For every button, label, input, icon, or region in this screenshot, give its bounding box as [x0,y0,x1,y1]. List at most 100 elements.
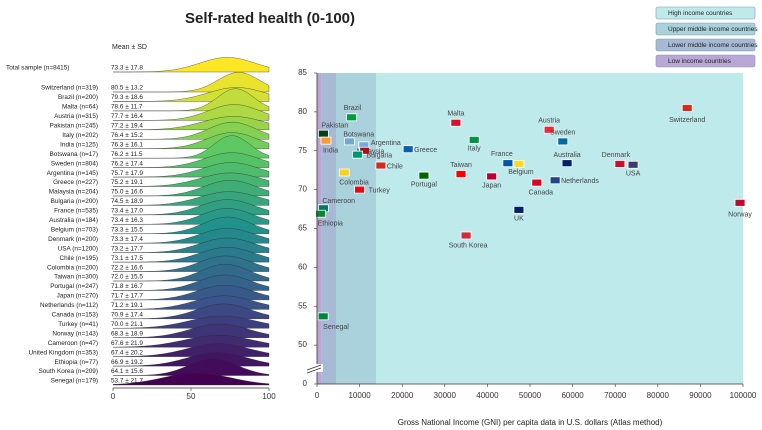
row-stat: 76.2 ± 11.5 [111,151,143,158]
country-label: Botswana [343,131,374,138]
row-label: Belgium (n=703) [51,226,98,233]
flag [402,145,414,154]
row-label: Argentina (n=145) [47,170,98,177]
country-label: Bulgaria [366,152,392,159]
row-stat: 53.7 ± 21.7 [111,378,143,385]
axis-break [306,364,322,371]
country-label: Japan [482,182,501,189]
row-label: India (n=125) [60,141,98,148]
x-tick-label: 10000 [348,391,371,400]
row-label: Turkey (n=41) [58,321,98,328]
flag [513,205,525,214]
flag [320,136,332,145]
legend-label: Upper middle income countries [668,26,758,33]
row-label: Switzerland (n=319) [41,85,98,92]
income-band [375,73,743,384]
ridge [112,323,270,338]
row-label: Total sample (n=8415) [6,65,69,72]
flag [346,113,357,122]
x-tick-label: 20000 [391,391,414,400]
row-label: Norway (n=143) [52,330,98,337]
country-label: Denmark [602,152,631,159]
country-label: Canada [529,189,554,196]
row-label: France (n=535) [54,208,98,215]
x-tick-label: 30000 [434,391,457,400]
y-tick-label: 50 [298,340,307,349]
x-axis-title: Gross National Income (GNI) per capita d… [398,418,663,427]
legend-box [655,38,756,52]
legend-box [655,22,756,36]
row-stat: 77.2 ± 19.4 [111,122,143,129]
row-stat: 72.0 ± 15.5 [111,274,143,281]
country-label: UK [514,216,524,223]
row-stat: 75.7 ± 17.9 [111,170,143,177]
flag [343,137,355,146]
row-label: Ethiopia (n=77) [54,359,98,366]
income-band [321,73,337,384]
country-label: Argentina [371,140,401,147]
y-tick-label: 70 [298,185,307,194]
flag [317,312,329,321]
income-band [336,73,376,384]
ridge [112,372,270,386]
x-tick-label: 90000 [689,391,712,400]
ridges [112,57,270,386]
flag [352,150,363,159]
row-label: Malta (n=64) [62,104,98,111]
ridge-tick-label: 50 [187,392,196,401]
country-label: Taiwan [450,162,472,169]
flag [450,118,462,127]
country-label: France [491,151,513,158]
country-label: Cameroon [322,198,355,205]
country-label: South Korea [449,242,488,249]
country-label: USA [626,171,641,178]
flag [614,160,626,168]
income-band [317,73,322,384]
row-stat: 67.4 ± 20.2 [111,349,143,356]
legend-label: Lower middle income countries [668,42,758,49]
row-label: South Korea (n=209) [38,368,98,375]
legend-label: High income countries [668,10,733,17]
row-stat: 71.8 ± 16.7 [111,283,143,290]
ridge [112,135,270,159]
ridge [112,358,270,376]
country-label: Chile [387,163,403,170]
row-label: Netherlands (n=112) [40,302,98,309]
x-tick-label: 60000 [561,391,584,400]
row-stat: 71.2 ± 19.1 [111,302,143,309]
row-label: USA (n=1200) [58,245,98,252]
row-stat: 73.4 ± 17.0 [111,208,143,215]
row-label: Canada (n=153) [52,312,98,319]
x-tick-label: 50000 [519,391,542,400]
country-label: Belgium [508,169,533,176]
y-tick-label: 85 [298,68,307,77]
row-stat: 75.0 ± 16.6 [111,189,143,196]
row-label: Chile (n=195) [59,255,98,262]
country-label: Pakistan [321,122,348,129]
row-label: Taiwan (n=300) [54,274,98,281]
row-stat: 73.1 ± 17.5 [111,255,143,262]
row-label: Japan (n=270) [57,293,98,300]
bands [317,73,743,384]
y-tick-label: 55 [298,301,307,310]
row-stat: 68.3 ± 18.9 [111,330,143,337]
flag [317,129,329,138]
country-label: Netherlands [561,178,599,185]
legend-box [655,54,756,68]
row-stat: 71.7 ± 17.7 [111,293,143,300]
flag [455,170,467,178]
country-label: Malaysia [357,149,385,156]
row-label: Colombia (n=200) [47,264,98,271]
chart-title: Self-rated health (0-100) [185,10,355,27]
row-stat: 66.9 ± 19.2 [111,359,143,366]
country-label: Greece [414,147,437,154]
row-label: United Kingdom (n=353) [29,349,98,356]
flag [513,160,525,168]
flag [681,104,693,112]
axis-break-gap [309,364,323,372]
row-label: Portugal (n=247) [50,283,98,290]
country-label: Turkey [369,187,391,194]
flag [502,159,514,168]
y-tick-label: 75 [298,146,307,155]
